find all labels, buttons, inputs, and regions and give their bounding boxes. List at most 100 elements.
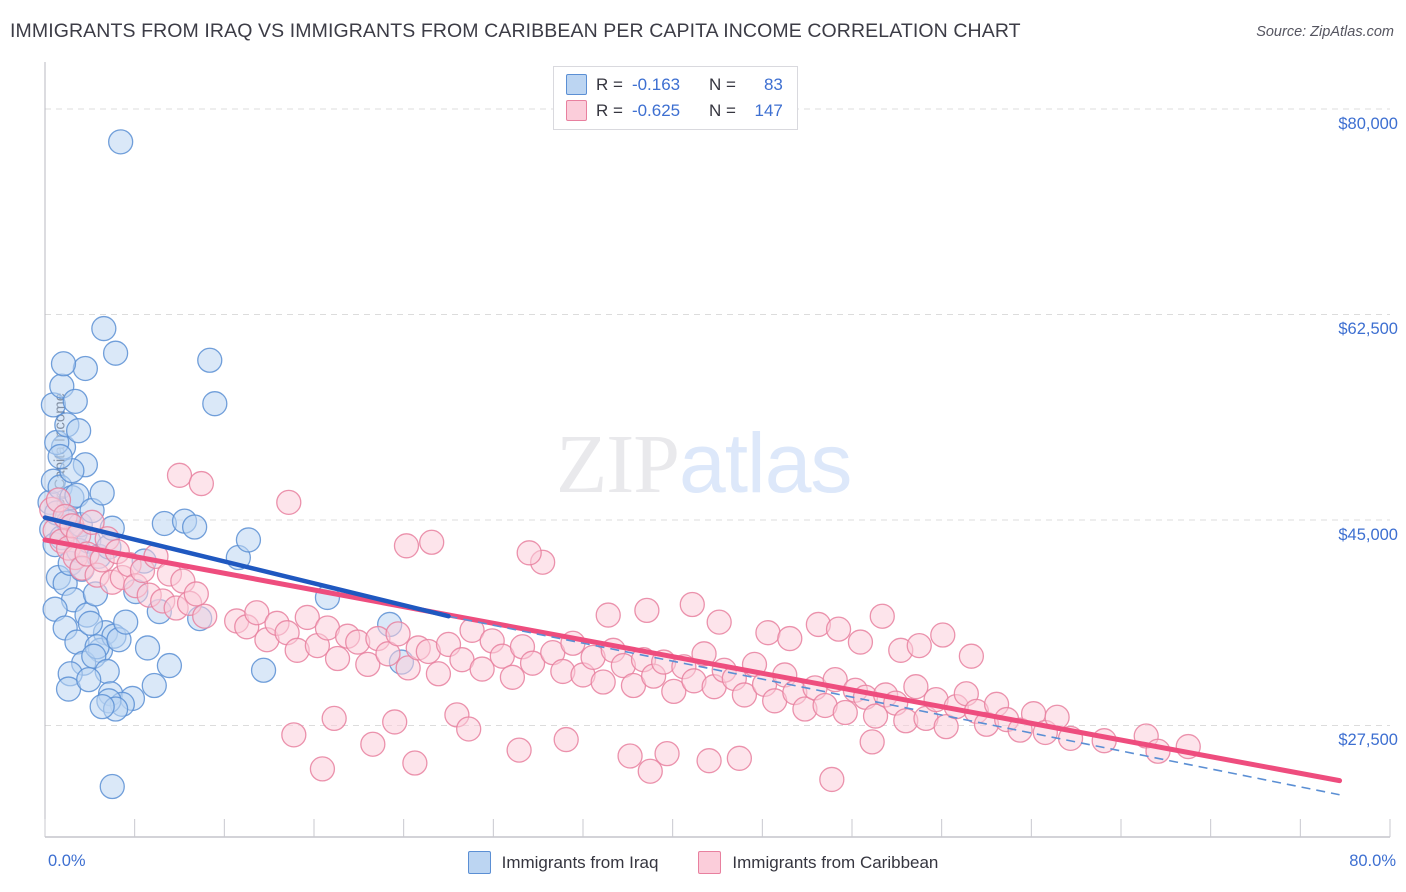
data-point [134, 635, 161, 661]
trendline-iraq-extrapolated [448, 615, 1340, 796]
legend-swatch-iraq-icon [566, 74, 587, 95]
data-point [595, 602, 621, 628]
data-point [903, 674, 929, 700]
correlation-stats-legend: R = -0.163 N = 83 R = -0.625 N = 147 [553, 66, 798, 130]
data-point [731, 682, 758, 708]
data-point [419, 529, 445, 555]
data-point [869, 603, 895, 629]
data-point [553, 726, 579, 753]
n-value-iraq: 83 [763, 74, 783, 94]
trendline-caribbean [42, 537, 1343, 784]
data-point [425, 661, 452, 687]
trendlines [42, 515, 1343, 796]
r-value-caribbean: -0.625 [631, 100, 681, 120]
data-point [77, 610, 104, 636]
y-tick-label: $62,500 [1338, 320, 1398, 339]
data-point [382, 709, 408, 735]
data-point [930, 622, 956, 648]
data-point [679, 591, 705, 618]
data-point [506, 737, 532, 763]
data-point [519, 650, 546, 676]
data-point [825, 616, 852, 642]
data-point [65, 418, 92, 444]
series-points-iraq [37, 129, 415, 800]
data-point [958, 643, 985, 669]
data-point [456, 716, 482, 742]
series-swatch-caribbean-icon [698, 851, 722, 874]
y-tick-label: $80,000 [1338, 114, 1398, 133]
data-point [832, 699, 858, 726]
data-point [499, 664, 526, 690]
stats-row-caribbean: R = -0.625 N = 147 [566, 100, 783, 121]
data-point [617, 743, 643, 769]
r-value-iraq: -0.163 [631, 74, 681, 94]
n-value-caribbean: 147 [754, 100, 783, 120]
data-point [276, 489, 302, 515]
data-point [108, 129, 134, 155]
legend-item-iraq[interactable]: Immigrants from Iraq [467, 851, 659, 874]
data-point [141, 672, 167, 699]
data-point [637, 758, 663, 784]
data-point [393, 533, 420, 559]
data-point [706, 609, 732, 635]
n-label-caribbean: N = [708, 100, 736, 120]
data-point [188, 470, 215, 497]
x-tick-min: 0.0% [48, 852, 86, 870]
legend-swatch-caribbean-icon [566, 100, 587, 121]
data-point [321, 705, 347, 732]
data-point [72, 355, 98, 382]
data-point [50, 351, 77, 377]
data-point [89, 480, 115, 506]
n-label-iraq: N = [708, 74, 736, 94]
data-point [324, 645, 351, 672]
data-point [862, 703, 889, 729]
data-point [469, 656, 495, 682]
series-label-iraq: Immigrants from Iraq [501, 852, 659, 872]
series-label-caribbean: Immigrants from Caribbean [732, 852, 939, 872]
data-point [244, 600, 270, 626]
x-tick-max: 80.0% [1349, 852, 1396, 870]
r-label-caribbean: R = [596, 100, 623, 120]
scatter-canvas [37, 62, 1391, 838]
series-legend: Immigrants from Iraq Immigrants from Car… [0, 851, 1406, 874]
data-point [375, 641, 401, 667]
data-point [661, 678, 687, 705]
data-point [395, 655, 421, 681]
plot-area [37, 62, 1391, 838]
data-point [859, 729, 885, 755]
data-point [819, 766, 845, 793]
data-point [777, 625, 803, 652]
data-point [755, 620, 781, 646]
data-point [192, 603, 218, 629]
data-point [235, 527, 262, 553]
stats-row-iraq: R = -0.163 N = 83 [566, 74, 783, 95]
data-point [309, 756, 336, 782]
data-point [696, 748, 722, 774]
data-point [113, 609, 139, 635]
data-point [355, 651, 381, 678]
data-point [76, 667, 102, 693]
data-point [166, 462, 193, 488]
data-point [62, 388, 88, 415]
data-point [250, 657, 277, 683]
data-point [91, 315, 117, 342]
legend-item-caribbean[interactable]: Immigrants from Caribbean [698, 851, 938, 874]
data-point [183, 581, 209, 607]
data-point [202, 391, 228, 417]
data-point [47, 443, 73, 470]
axis-lines [44, 62, 1391, 838]
data-point [360, 731, 386, 757]
data-point [294, 604, 320, 631]
r-label-iraq: R = [596, 74, 623, 94]
y-tick-label: $27,500 [1338, 731, 1398, 750]
data-point [102, 340, 129, 366]
data-point [516, 540, 542, 566]
series-points-caribbean [39, 462, 1201, 793]
data-point [933, 713, 959, 740]
data-point [281, 722, 307, 748]
data-point [590, 669, 616, 695]
data-point [726, 745, 753, 771]
data-point [385, 621, 411, 647]
data-point [847, 629, 874, 655]
